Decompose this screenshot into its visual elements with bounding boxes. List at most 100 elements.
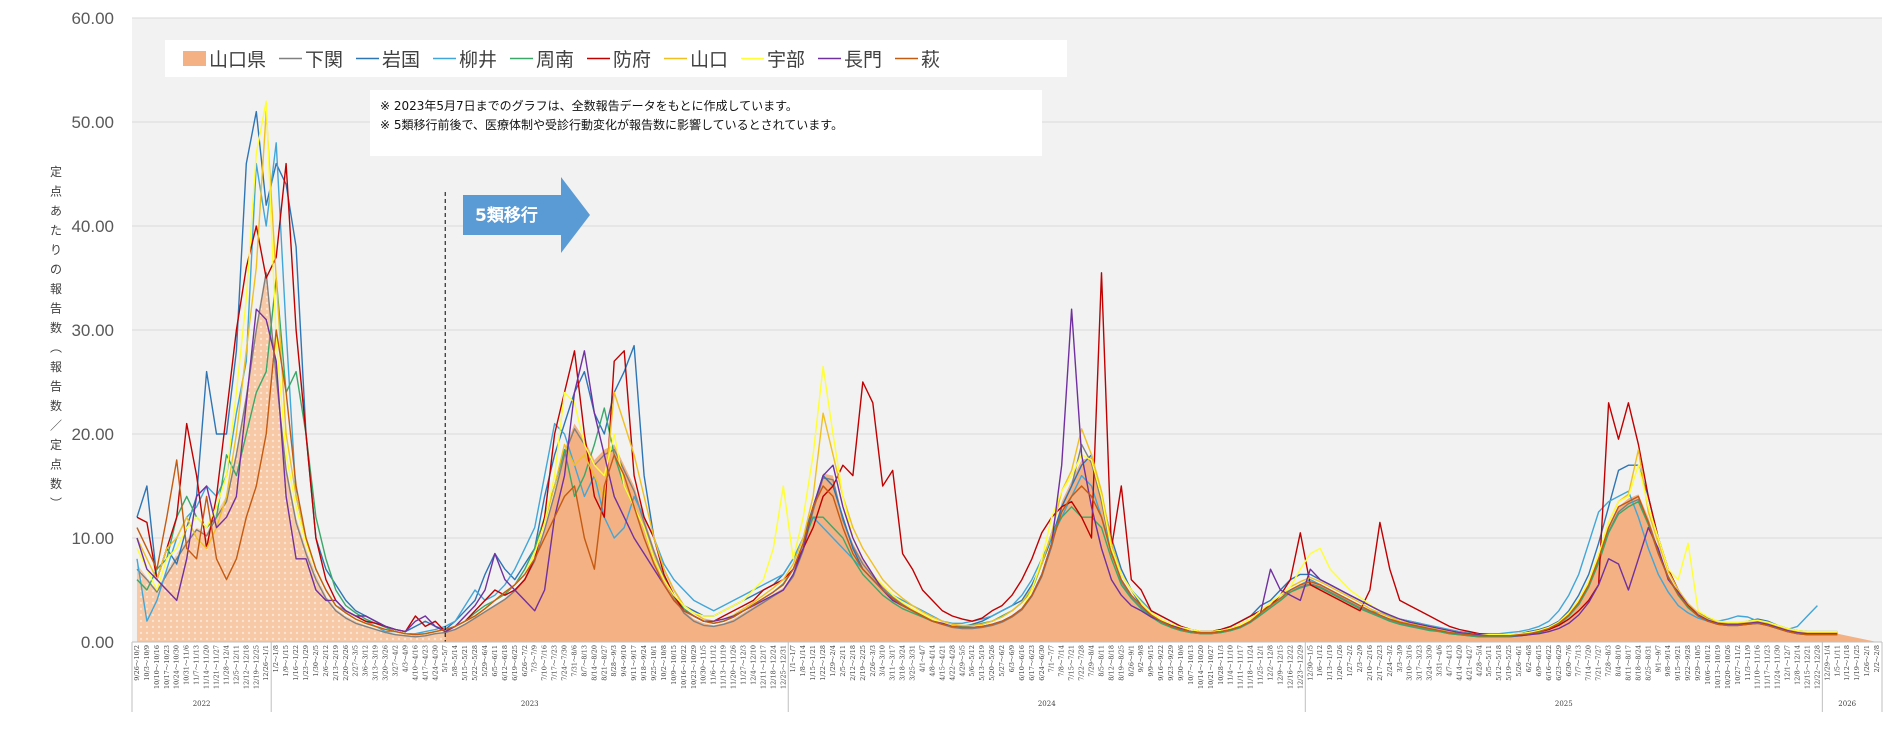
y-axis-title: 定点あたりの報告数︵報告数／定点数︶ (50, 164, 62, 511)
x-tick-label: 1/12～1/18 (1843, 645, 1851, 681)
x-tick-label: 1/13～1/19 (1326, 645, 1334, 681)
x-tick-label: 12/11～12/17 (759, 645, 767, 689)
x-tick-label: 11/21～11/27 (213, 645, 221, 689)
x-tick-label: 4/22～4/28 (948, 645, 956, 681)
series-line-2 (136, 110, 1838, 637)
x-tick-label: 7/14～7/20 (1585, 645, 1593, 681)
x-axis: 9/26～10/2 10/3～10/9 10/10～10/16 10/17～10/23… (131, 641, 1883, 712)
x-tick-label: 5/20～5/26 (988, 645, 996, 681)
x-tick-label: 12/26～1/1 (262, 645, 270, 681)
x-tick-label: 8/5～8/11 (1097, 645, 1105, 677)
year-label: 2024 (1038, 700, 1056, 708)
x-tick-label: 11/20～11/26 (730, 645, 738, 689)
x-tick-label: 10/30～11/5 (700, 645, 708, 685)
x-tick-label: 9/25～10/1 (650, 645, 658, 681)
x-tick-label: 4/21～4/27 (1465, 645, 1473, 681)
x-tick-label: 5/5～5/11 (1485, 645, 1493, 677)
note-line-1: ※ 2023年5月7日までのグラフは、全数報告データをもとに作成しています。 (380, 98, 798, 113)
x-tick-label: 2/3～2/9 (1356, 645, 1364, 672)
x-tick-label: 11/11～11/17 (1237, 645, 1245, 689)
x-tick-label: 4/10～4/16 (411, 645, 419, 681)
x-tick-label: 1/2～1/8 (272, 645, 280, 672)
x-tick-label: 9/16～9/22 (1157, 645, 1165, 681)
x-tick-label: 3/18～3/24 (899, 645, 907, 681)
x-tick-label: 7/22～7/28 (1078, 645, 1086, 681)
x-tick-label: 7/3～7/9 (531, 645, 539, 672)
x-tick-label: 9/15～9/21 (1674, 645, 1682, 681)
x-tick-label: 10/31～11/6 (183, 645, 191, 685)
x-tick-label: 12/5～12/11 (232, 645, 240, 685)
x-tick-label: 10/2～10/8 (660, 645, 668, 681)
x-tick-label: 9/4～9/10 (620, 645, 628, 677)
x-tick-label: 4/3～4/9 (401, 645, 409, 672)
x-tick-label: 4/14～4/20 (1455, 645, 1463, 681)
x-tick-label: 12/25～12/31 (779, 645, 787, 689)
x-tick-label: 4/24～4/30 (431, 645, 439, 681)
x-tick-label: 3/17～3/23 (1416, 645, 1424, 681)
x-tick-label: 2/5～2/11 (839, 645, 847, 677)
x-tick-label: 1/19～1/25 (1853, 645, 1861, 681)
y-tick-label: 60.00 (71, 9, 114, 28)
x-tick-label: 1/15～1/21 (809, 645, 817, 681)
x-tick-label: 8/21～8/27 (600, 645, 608, 681)
x-tick-label: 1/23～1/29 (302, 645, 310, 681)
x-tick-label: 6/12～6/18 (501, 645, 509, 681)
x-tick-label: 11/7～11/13 (193, 645, 201, 685)
x-tick-label: 2/20～2/26 (342, 645, 350, 681)
x-tick-label: 5/1～5/7 (441, 645, 449, 672)
x-tick-label: 2/24～3/2 (1386, 645, 1394, 677)
x-tick-label: 3/25～3/31 (909, 645, 917, 681)
notes-box: ※ 2023年5月7日までのグラフは、全数報告データをもとに作成しています。 ※… (370, 90, 1042, 156)
y-tick-label: 50.00 (71, 113, 114, 132)
x-tick-label: 12/9～12/15 (1276, 645, 1284, 685)
x-tick-label: 5/8～5/14 (451, 645, 459, 677)
legend-swatch (183, 51, 206, 66)
y-tick-label: 10.00 (71, 529, 114, 548)
x-tick-label: 6/24～6/30 (1038, 645, 1046, 681)
x-tick-label: 1/16～1/22 (292, 645, 300, 681)
x-tick-label: 10/28～11/3 (1217, 645, 1225, 685)
x-tick-label: 12/30～1/5 (1306, 645, 1314, 681)
x-tick-label: 10/16～10/22 (680, 645, 688, 689)
x-tick-label: 11/13～11/19 (720, 645, 728, 689)
x-tick-label: 10/17～10/23 (163, 645, 171, 689)
legend-label: 萩 (921, 49, 940, 71)
x-tick-label: 4/17～4/23 (421, 645, 429, 681)
x-tick-label: 7/7～7/13 (1575, 645, 1583, 677)
x-tick-label: 7/29～8/4 (1088, 645, 1096, 677)
x-tick-label: 11/24～11/30 (1774, 645, 1782, 689)
x-tick-label: 1/5～1/11 (1833, 645, 1841, 677)
transition-label: 5類移行 (475, 205, 538, 226)
x-tick-label: 10/9～10/15 (670, 645, 678, 685)
x-tick-label: 8/26～9/1 (1127, 645, 1135, 677)
x-tick-label: 9/8～9/14 (1664, 645, 1672, 677)
x-tick-label: 3/27～4/2 (391, 645, 399, 677)
x-tick-label: 7/15～7/21 (1068, 645, 1076, 681)
x-tick-label: 3/31～4/6 (1436, 645, 1444, 677)
legend-label: 長門 (844, 49, 882, 71)
x-tick-label: 6/26～7/2 (521, 645, 529, 677)
x-tick-label: 5/22～5/28 (471, 645, 479, 681)
x-tick-label: 11/3～11/9 (1744, 645, 1752, 681)
x-tick-label: 5/13～5/19 (978, 645, 986, 681)
x-tick-label: 1/30～2/5 (312, 645, 320, 677)
x-tick-label: 12/1～12/7 (1784, 645, 1792, 681)
x-tick-label: 3/20～3/26 (382, 645, 390, 681)
x-tick-label: 3/6～3/12 (362, 645, 370, 677)
year-label: 2022 (193, 700, 211, 708)
x-tick-label: 6/17～6/23 (1028, 645, 1036, 681)
x-tick-label: 11/10～11/16 (1754, 645, 1762, 689)
x-tick-label: 12/22～12/28 (1813, 645, 1821, 689)
x-tick-label: 10/7～10/13 (1187, 645, 1195, 685)
x-tick-label: 8/25～8/31 (1644, 645, 1652, 681)
x-tick-label: 5/29～6/4 (481, 645, 489, 677)
x-tick-label: 3/4～3/10 (879, 645, 887, 677)
x-tick-label: 1/6～1/12 (1316, 645, 1324, 677)
x-tick-label: 6/19～6/25 (511, 645, 519, 681)
note-line-2: ※ 5類移行前後で、医療体制や受診行動変化が報告数に影響しているとされています。 (380, 117, 843, 132)
x-tick-label: 2/12～2/18 (849, 645, 857, 681)
x-tick-label: 8/14～8/20 (590, 645, 598, 681)
x-tick-label: 9/2～9/8 (1137, 645, 1145, 672)
x-tick-label: 4/8～4/14 (928, 645, 936, 677)
x-tick-label: 5/26～6/1 (1515, 645, 1523, 677)
